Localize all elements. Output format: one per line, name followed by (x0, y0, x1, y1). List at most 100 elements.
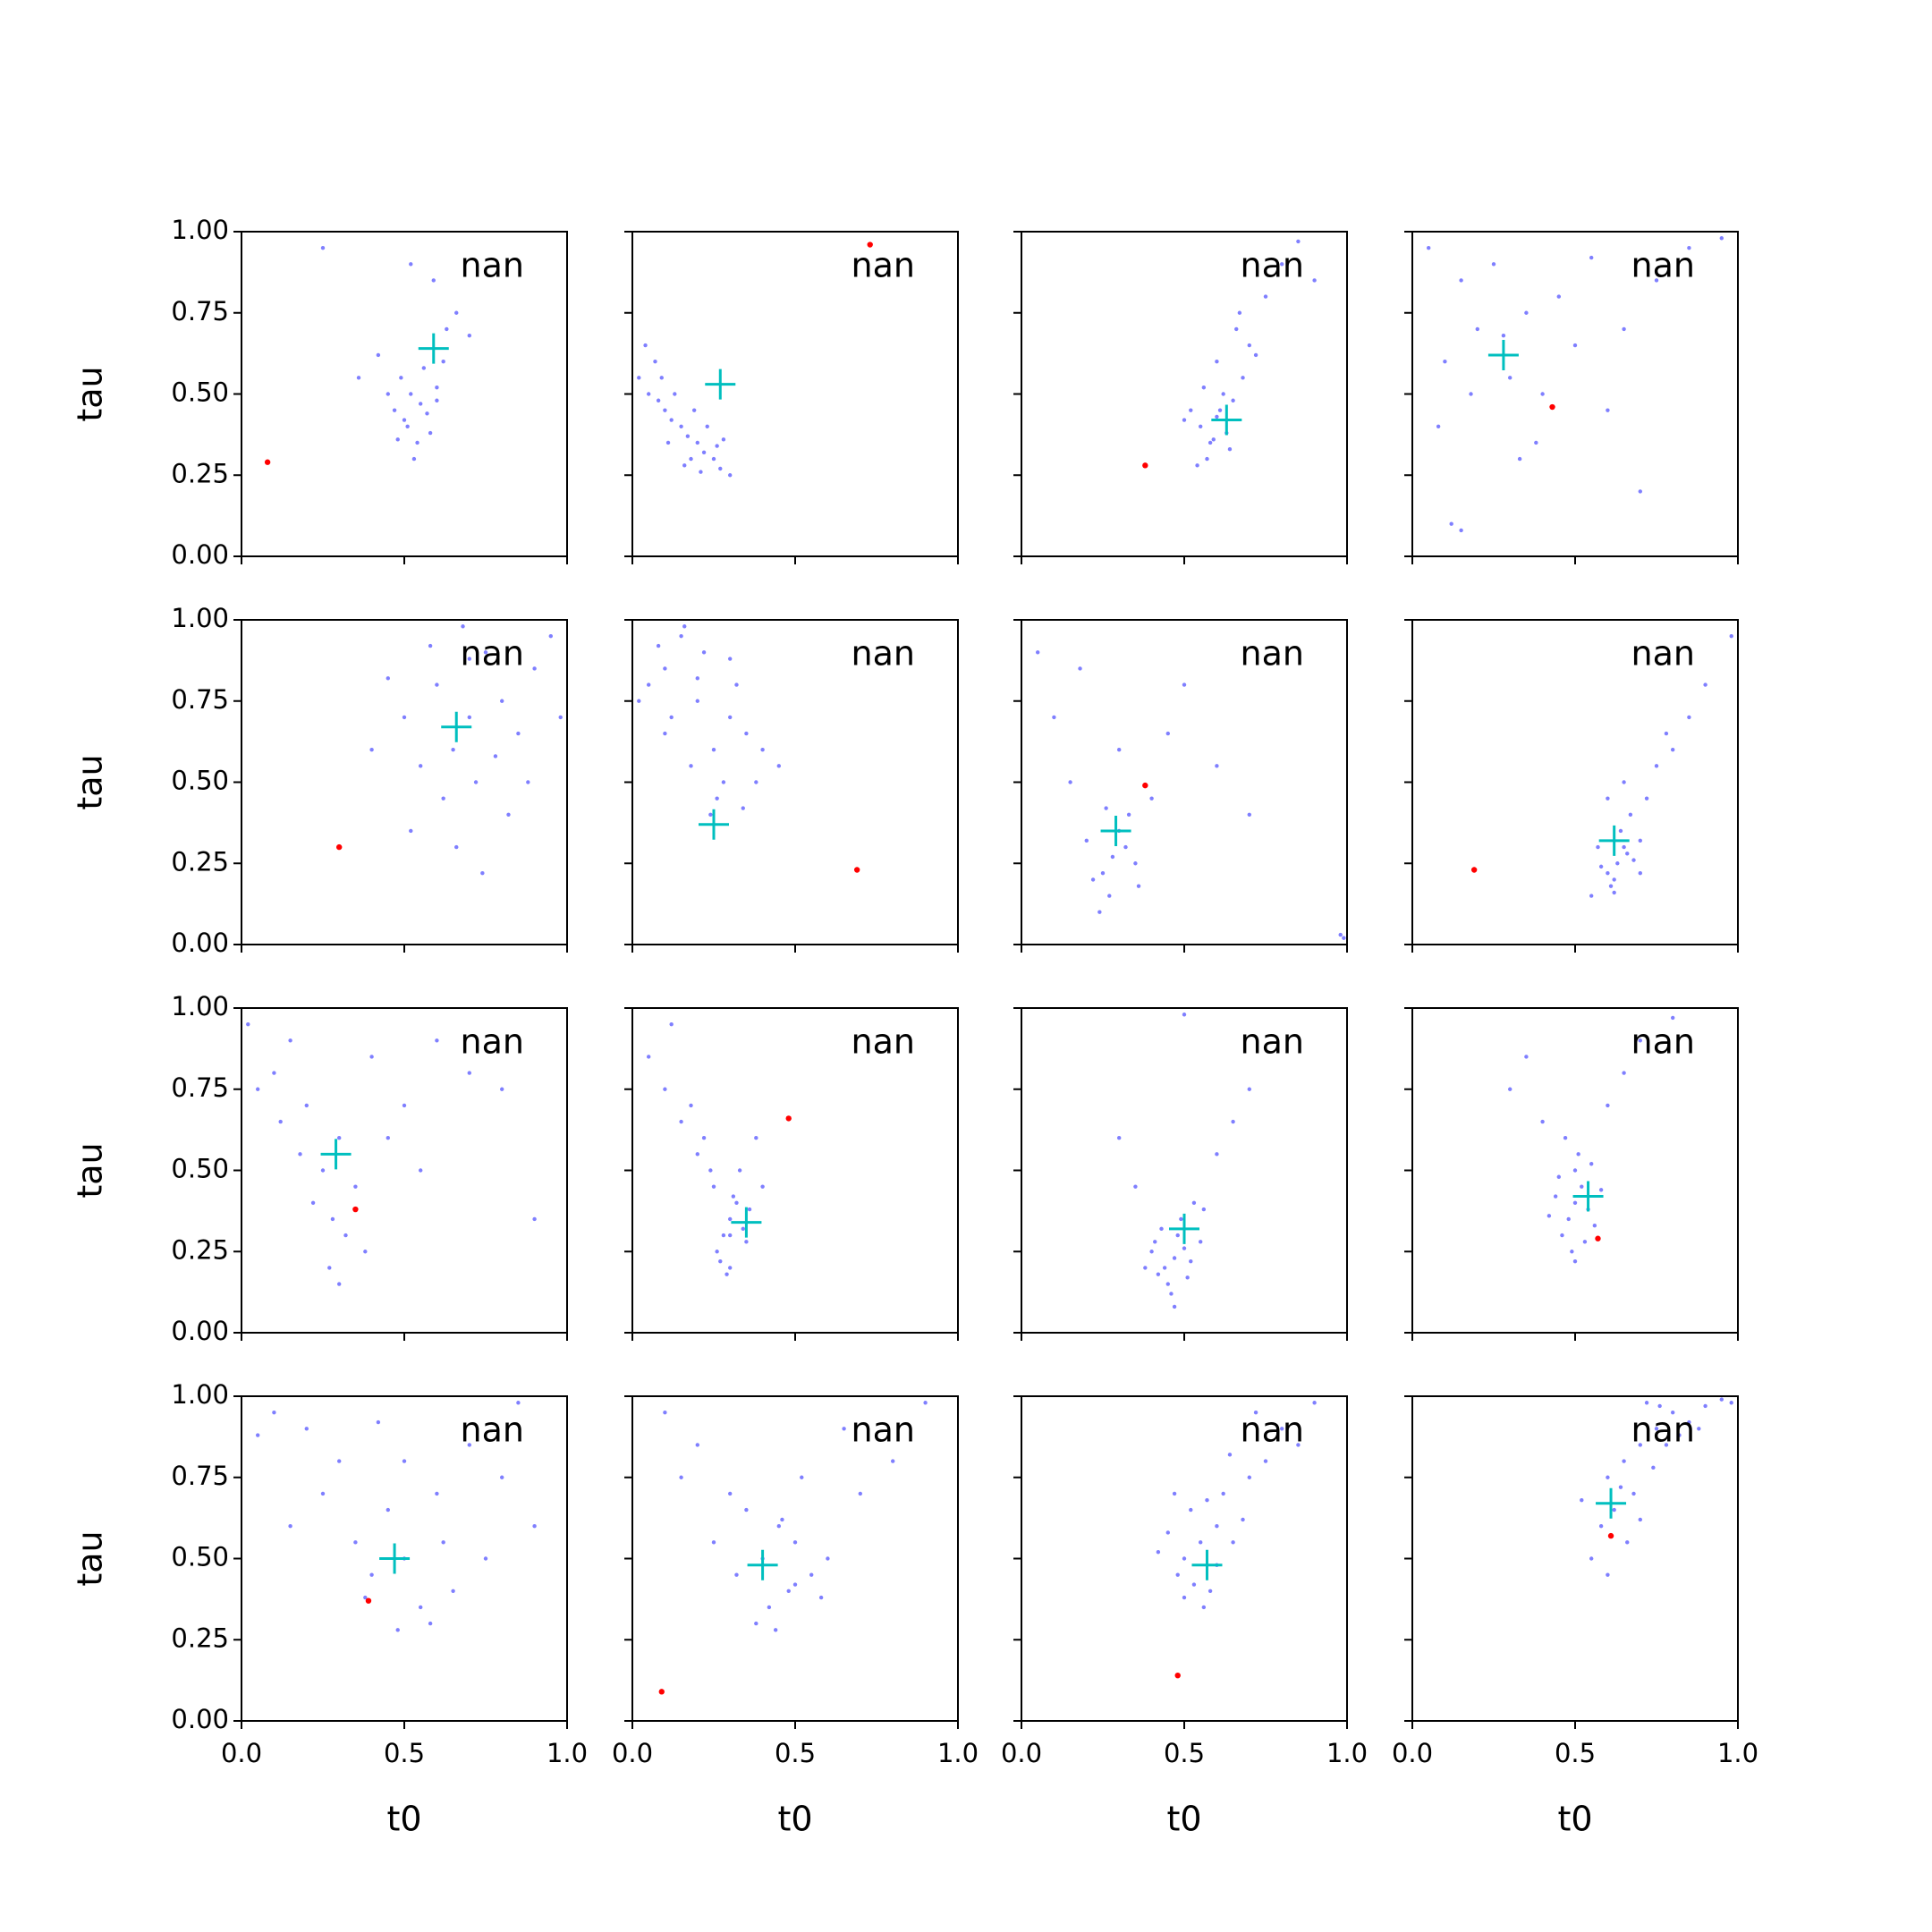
point (728, 1233, 733, 1238)
point (1182, 682, 1187, 687)
point (1211, 437, 1216, 442)
point (1598, 864, 1604, 869)
point (1247, 1475, 1252, 1479)
y-tick-label: 0.50 (171, 377, 229, 408)
point (1570, 1250, 1574, 1254)
point (435, 398, 439, 402)
point (685, 434, 691, 438)
point (1247, 343, 1252, 348)
point (665, 440, 671, 445)
plus-marker (705, 369, 736, 400)
point (272, 1410, 276, 1415)
x-tick-label: 0.0 (1392, 1738, 1433, 1768)
point (1189, 1507, 1193, 1513)
point (711, 1540, 716, 1545)
point (1703, 1403, 1707, 1409)
point (500, 1475, 504, 1479)
marks (264, 245, 471, 465)
point (1149, 796, 1154, 801)
point (1572, 1168, 1578, 1173)
point (1231, 1119, 1235, 1124)
annotation: nan (852, 1410, 915, 1449)
point (809, 1572, 814, 1577)
point (1097, 910, 1102, 914)
point (1546, 1214, 1552, 1218)
point (741, 1226, 745, 1232)
point (689, 456, 693, 462)
point (428, 430, 433, 436)
point (818, 1595, 824, 1600)
point (1638, 1517, 1643, 1522)
point (747, 1207, 752, 1212)
point (1036, 650, 1040, 655)
point (1553, 1194, 1558, 1199)
point (1596, 844, 1600, 850)
y-tick-label: 0.25 (171, 1623, 229, 1653)
marks (647, 1021, 792, 1276)
point (405, 424, 410, 428)
annotation: nan (1241, 245, 1304, 284)
x-tick-label: 1.0 (547, 1738, 588, 1768)
point (1657, 1403, 1662, 1409)
point (776, 1524, 781, 1529)
point (711, 1184, 716, 1189)
annotation: nan (1631, 1410, 1695, 1449)
point (1638, 1038, 1643, 1043)
x-tick-label: 0.5 (775, 1738, 816, 1768)
marks (246, 1021, 537, 1286)
point (399, 376, 403, 380)
subplot: 0.0 0.5 1.0 0.00 0.25 0.50 0.75 1.00 t0 tau nan (71, 1379, 589, 1839)
point (1253, 352, 1258, 358)
point (1491, 262, 1496, 267)
point (1241, 376, 1245, 380)
point (337, 1282, 342, 1286)
point (369, 1055, 374, 1059)
subplot: 0.0 0.5 1.0 t0 nan (612, 1395, 979, 1839)
point (773, 1628, 778, 1632)
point (1199, 424, 1203, 428)
point (1208, 440, 1213, 445)
point (1162, 1266, 1167, 1270)
point (659, 376, 664, 380)
point (327, 1266, 332, 1270)
plot-area (242, 1008, 567, 1333)
plus-marker (731, 1207, 762, 1238)
point (653, 360, 657, 364)
point (288, 1038, 292, 1043)
y-axis-label: tau (71, 754, 110, 809)
point (454, 844, 459, 850)
plot-area (1021, 620, 1347, 945)
point (853, 867, 860, 873)
point (721, 1233, 726, 1238)
point (656, 643, 661, 648)
point (1263, 294, 1268, 299)
point (526, 780, 530, 784)
point (1572, 1258, 1578, 1264)
plot-area (1021, 1008, 1347, 1333)
point (1729, 1401, 1733, 1405)
point (1608, 884, 1614, 888)
point (1126, 812, 1131, 817)
point (435, 682, 439, 687)
point (421, 366, 427, 370)
point (467, 1443, 471, 1447)
point (1612, 890, 1616, 895)
point (689, 1103, 693, 1108)
point (1123, 844, 1128, 850)
plus-marker (320, 1139, 352, 1170)
annotation: nan (852, 633, 915, 673)
point (1234, 326, 1239, 332)
point (1338, 932, 1343, 937)
plus-marker (1596, 1487, 1627, 1519)
point (363, 1595, 368, 1600)
point (1199, 1240, 1203, 1244)
point (415, 440, 419, 445)
point (1664, 1443, 1669, 1447)
y-tick-label: 0.00 (171, 1704, 229, 1734)
marks (1580, 1397, 1733, 1577)
plus-marker (379, 1543, 411, 1574)
subplot: nan (624, 619, 959, 953)
x-axis-label: t0 (386, 1800, 421, 1839)
point (679, 1119, 683, 1124)
point (451, 748, 455, 752)
